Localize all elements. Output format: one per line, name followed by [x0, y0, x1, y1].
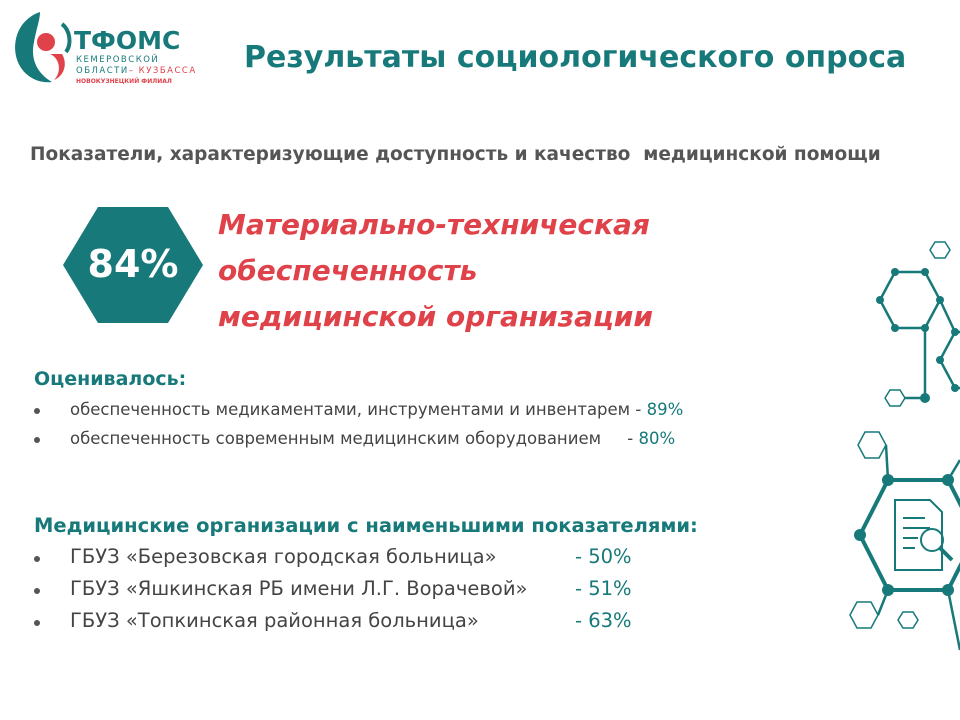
- item-value: 80%: [638, 429, 676, 448]
- highlight-line: Материально-техническая: [218, 208, 650, 241]
- bullet: [34, 588, 40, 594]
- logo-icon: [15, 12, 72, 83]
- section-heading: Медицинские организации с наименьшими по…: [34, 514, 698, 537]
- org-value: - 50%: [575, 545, 632, 568]
- logo-line: ОБЛАСТИ– КУЗБАССА: [76, 66, 197, 76]
- bullet: [34, 556, 40, 562]
- section-heading: Оценивалось:: [34, 368, 187, 390]
- org-name: ГБУЗ «Яшкинская РБ имени Л.Г. Ворачевой»: [70, 577, 528, 600]
- org-value: - 63%: [575, 609, 632, 632]
- bullet: [34, 408, 40, 414]
- highlight-value: 84%: [87, 242, 179, 286]
- document-icon: [894, 499, 954, 571]
- item-text: обеспеченность современным медицинским о…: [70, 429, 634, 448]
- bullet: [34, 620, 40, 626]
- logo-name: ТФОМС: [74, 26, 181, 55]
- bullet: [34, 437, 40, 443]
- org-name: ГБУЗ «Топкинская районная больница»: [70, 609, 479, 632]
- logo-text: – КУЗБАССА: [128, 66, 197, 76]
- value-hexagon: [63, 207, 203, 323]
- list-item: обеспеченность современным медицинским о…: [70, 429, 675, 448]
- org-value: - 51%: [575, 577, 632, 600]
- item-text: обеспеченность медикаментами, инструмент…: [70, 400, 642, 419]
- logo-line: КЕМЕРОВСКОЙ: [76, 55, 160, 65]
- list-item: обеспеченность медикаментами, инструмент…: [70, 400, 683, 419]
- subtitle: Показатели, характеризующие доступность …: [30, 144, 881, 165]
- org-name: ГБУЗ «Березовская городская больница»: [70, 545, 497, 568]
- item-value: 89%: [646, 400, 684, 419]
- logo-text: ОБЛАСТИ: [76, 66, 129, 76]
- title: Результаты социологического опроса: [244, 40, 907, 75]
- highlight-line: медицинской организации: [218, 300, 653, 333]
- highlight-text: Материально-техническая обеспеченность мед…: [218, 202, 653, 340]
- highlight-line: обеспеченность: [218, 254, 478, 287]
- logo-line: НОВОКУЗНЕЦКИЙ ФИЛИАЛ: [76, 78, 172, 85]
- hex-nodes: [854, 268, 959, 596]
